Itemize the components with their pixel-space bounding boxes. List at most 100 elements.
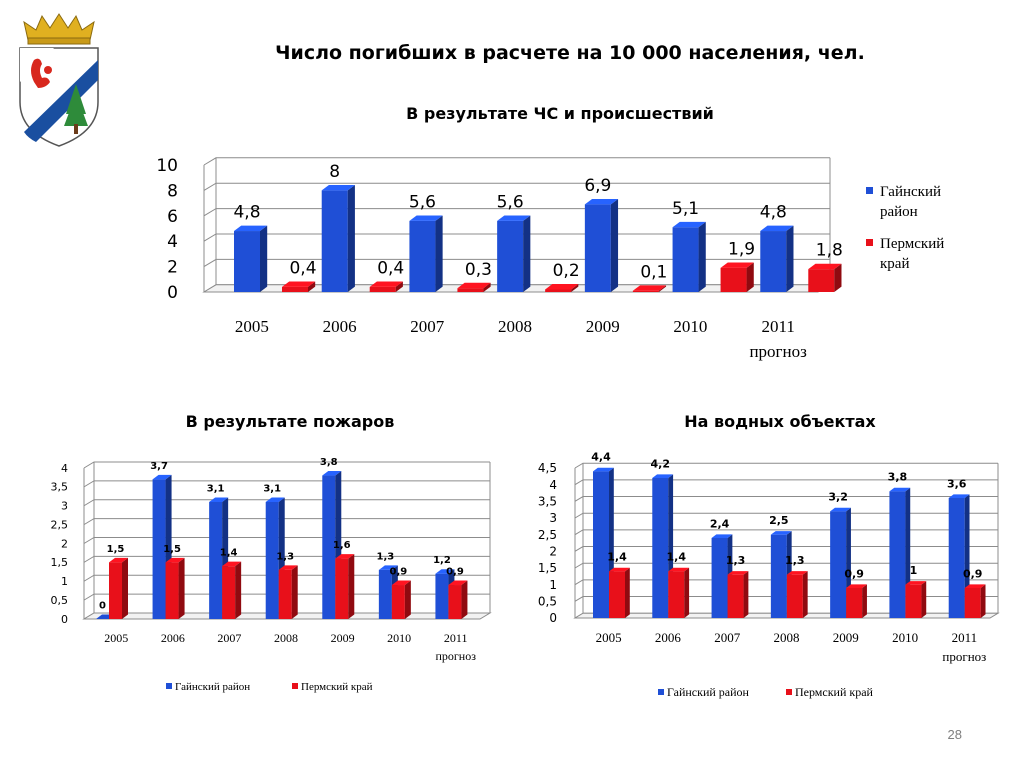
data-label: 0,9 xyxy=(963,567,983,580)
legend-swatch xyxy=(658,689,664,695)
data-label: 5,1 xyxy=(672,199,699,219)
data-label: 1,2 xyxy=(433,555,451,566)
bar-perm-2008 xyxy=(786,571,808,618)
bar-perm-2009 xyxy=(335,554,355,619)
data-label: 3,7 xyxy=(150,461,168,472)
chart-2: 0 0,5 1 1,5 2 2,5 3 3,5 4 0 1,5 2005 3,7 1,5 2006 3,1 1,… xyxy=(51,457,492,693)
gridline xyxy=(574,462,998,469)
bar-perm-2005 xyxy=(109,557,128,619)
y-tick-label: 4 xyxy=(167,232,178,252)
x-tick-label: 2011 xyxy=(761,317,794,336)
x-tick-label: 2007 xyxy=(410,317,445,336)
x-tick-label: 2009 xyxy=(331,631,355,645)
x-tick-note: прогноз xyxy=(749,342,807,361)
data-label: 3,1 xyxy=(207,483,225,494)
gridline xyxy=(574,479,998,486)
bar-perm-2005 xyxy=(609,567,630,618)
bar-gainsky-2005 xyxy=(234,225,268,292)
bar-perm-2011 xyxy=(964,584,986,618)
x-tick-label: 2006 xyxy=(323,317,357,336)
data-label: 2,4 xyxy=(710,517,730,530)
chart-title-water: На водных объектах xyxy=(684,412,876,431)
data-label: 2,5 xyxy=(769,514,789,527)
gridline xyxy=(83,518,490,526)
bar-perm-2006 xyxy=(668,567,690,618)
x-tick-label: 2007 xyxy=(217,631,241,645)
x-tick-label: 2010 xyxy=(673,317,707,336)
legend-swatch xyxy=(166,683,172,689)
legend-label: край xyxy=(880,256,909,272)
legend-swatch xyxy=(866,239,873,246)
data-label: 4,2 xyxy=(651,457,671,470)
legend-label: Гайнский район xyxy=(667,685,750,699)
legend-label: Гайнский xyxy=(880,184,941,200)
y-tick-label: 4 xyxy=(549,478,557,492)
chart-title-fires: В результате пожаров xyxy=(185,412,395,431)
x-tick-label: 2008 xyxy=(774,630,800,645)
data-label: 0,9 xyxy=(844,567,864,580)
data-label: 0,9 xyxy=(389,567,407,578)
bar-perm-2008 xyxy=(545,284,579,292)
bar-gainsky-2010 xyxy=(672,221,706,292)
legend: Гайнский район Пермский край xyxy=(166,681,373,693)
data-label: 1,3 xyxy=(785,554,805,567)
y-tick-label: 4,5 xyxy=(538,461,557,475)
data-label: 1 xyxy=(910,564,918,577)
x-tick-label: 2010 xyxy=(387,631,411,645)
x-tick-label: 2009 xyxy=(833,630,859,645)
x-tick-note: прогноз xyxy=(435,649,476,663)
bar-perm-2007 xyxy=(727,571,749,618)
bar-gainsky-2008 xyxy=(497,215,531,292)
bar-perm-2009 xyxy=(632,285,667,292)
y-tick-label: 0 xyxy=(167,283,178,303)
y-tick-label: 3,5 xyxy=(538,495,557,509)
data-label: 1,9 xyxy=(728,239,755,259)
chart-title-emergencies: В результате ЧС и происшествий xyxy=(406,104,714,123)
data-label: 5,6 xyxy=(409,192,436,212)
y-tick-label: 3 xyxy=(61,500,68,513)
data-label: 1,5 xyxy=(163,544,181,555)
x-tick-label: 2005 xyxy=(104,631,128,645)
bar-perm-2006 xyxy=(369,281,403,292)
legend-label: Гайнский район xyxy=(175,681,250,693)
data-label: 0,4 xyxy=(377,259,404,279)
y-tick-label: 2 xyxy=(167,258,178,278)
data-label: 5,6 xyxy=(497,192,524,212)
x-tick-label: 2006 xyxy=(655,630,682,645)
y-tick-label: 2,5 xyxy=(538,528,557,542)
y-tick-label: 0,5 xyxy=(51,594,69,607)
gridline xyxy=(83,537,490,544)
data-label: 4,8 xyxy=(233,203,260,223)
y-tick-label: 1,5 xyxy=(538,561,557,575)
legend-swatch xyxy=(292,683,298,689)
y-tick-label: 4 xyxy=(61,462,68,475)
y-tick-label: 1 xyxy=(61,575,68,588)
y-tick-label: 2 xyxy=(549,545,557,559)
legend-label: Пермский xyxy=(880,236,944,252)
y-tick-label: 0 xyxy=(61,613,68,626)
data-label: 1,3 xyxy=(726,554,746,567)
coat-of-arms-logo xyxy=(19,13,99,147)
data-label: 1,4 xyxy=(220,548,238,559)
x-tick-note: прогноз xyxy=(942,649,986,664)
x-tick-label: 2011 xyxy=(952,630,978,645)
x-tick-label: 2005 xyxy=(235,317,269,336)
crown-icon xyxy=(23,13,95,45)
x-tick-label: 2008 xyxy=(498,317,532,336)
bar-perm-2010 xyxy=(905,581,927,618)
gridline xyxy=(83,461,490,469)
squirrel-icon xyxy=(31,58,52,88)
x-tick-label: 2008 xyxy=(274,631,298,645)
gridline xyxy=(203,157,830,166)
chart-1: 0 2 4 6 8 10 4,8 0,4 2005 8 0,4 2006 5,6 0,3 2007 5,6 0,… xyxy=(156,156,944,361)
x-tick-label: 2009 xyxy=(586,317,620,336)
legend-swatch xyxy=(866,187,873,194)
bar-perm-2007 xyxy=(222,561,242,619)
bar-perm-2007 xyxy=(457,282,491,292)
x-tick-label: 2005 xyxy=(596,630,622,645)
legend-label: район xyxy=(880,204,918,220)
bar-gainsky-2009 xyxy=(584,198,619,292)
data-label: 4,8 xyxy=(760,203,787,223)
data-label: 0,2 xyxy=(553,261,580,281)
